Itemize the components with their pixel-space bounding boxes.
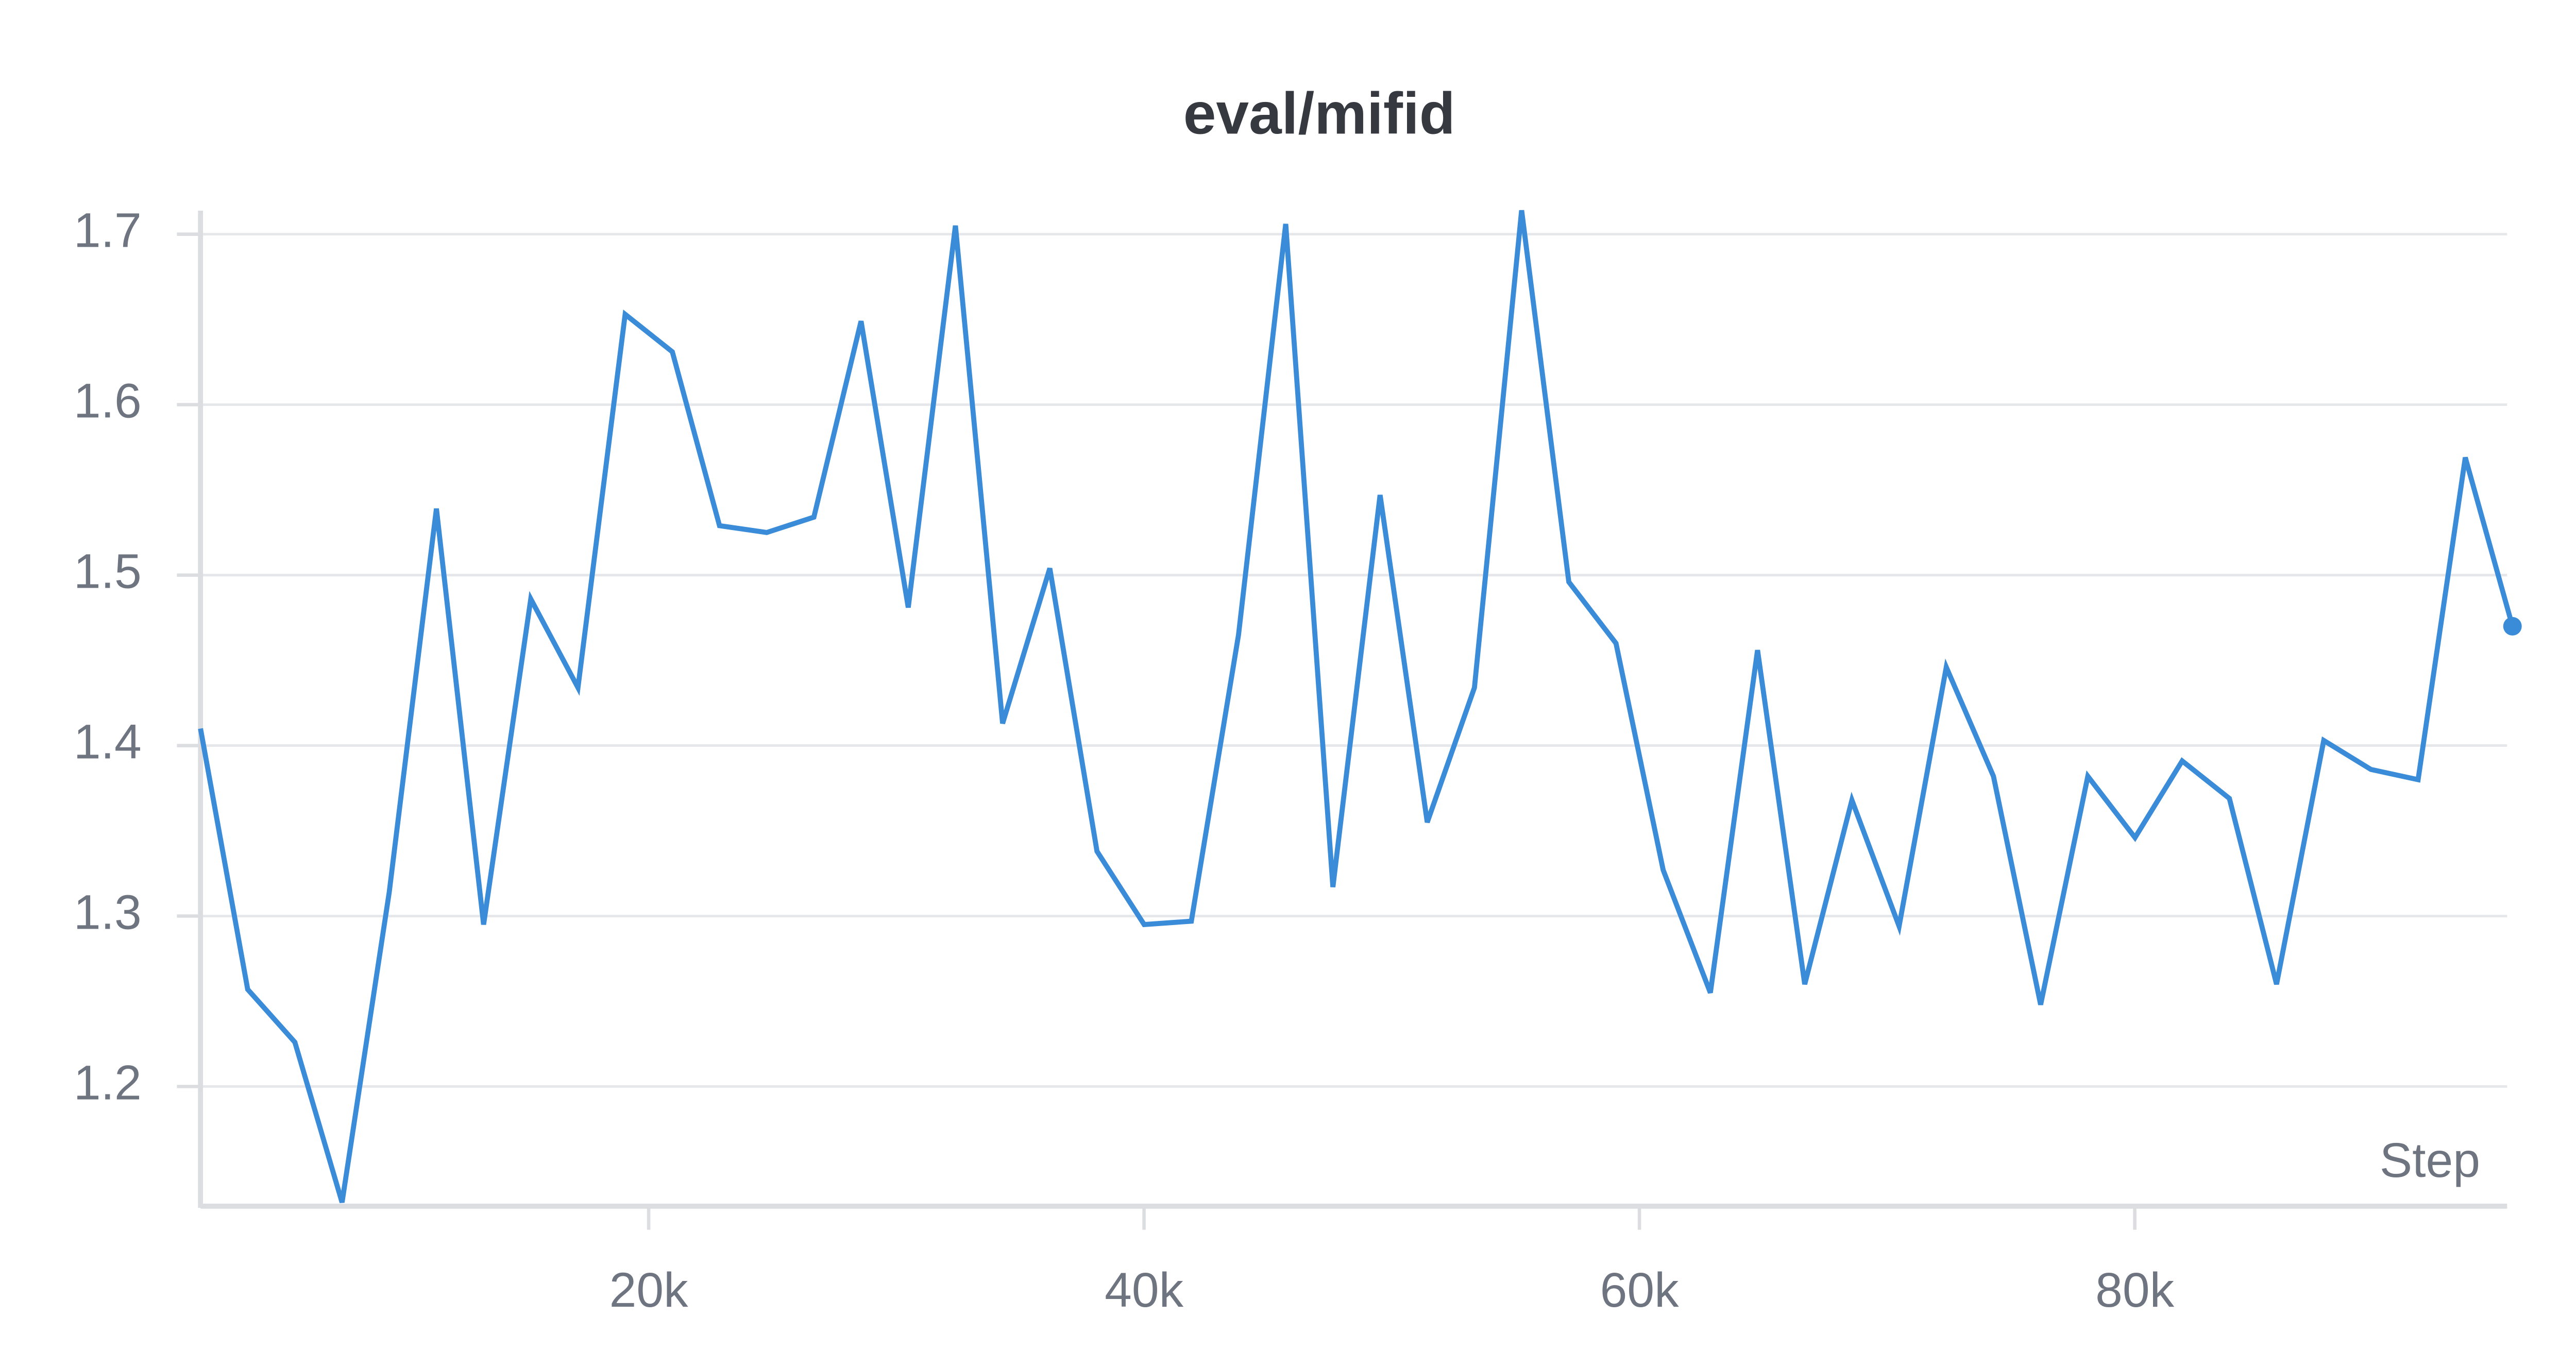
x-tick-label: 80k (2095, 1263, 2174, 1318)
y-tick-label: 1.5 (74, 544, 142, 599)
x-axis-label: Step (2380, 1133, 2480, 1188)
y-tick-label: 1.4 (74, 715, 142, 770)
x-tick-label: 20k (609, 1263, 688, 1318)
x-tick-label: 60k (1600, 1263, 1679, 1318)
y-tick-label: 1.6 (74, 374, 142, 429)
y-tick-label: 1.7 (74, 203, 142, 258)
y-tick-label: 1.3 (74, 885, 142, 940)
line (198, 210, 2515, 1203)
y-tick-label: 1.2 (74, 1056, 142, 1110)
end-point (2503, 617, 2522, 636)
x-tick-label: 40k (1105, 1263, 1183, 1318)
chart-title: eval/mifid (1183, 80, 1455, 146)
